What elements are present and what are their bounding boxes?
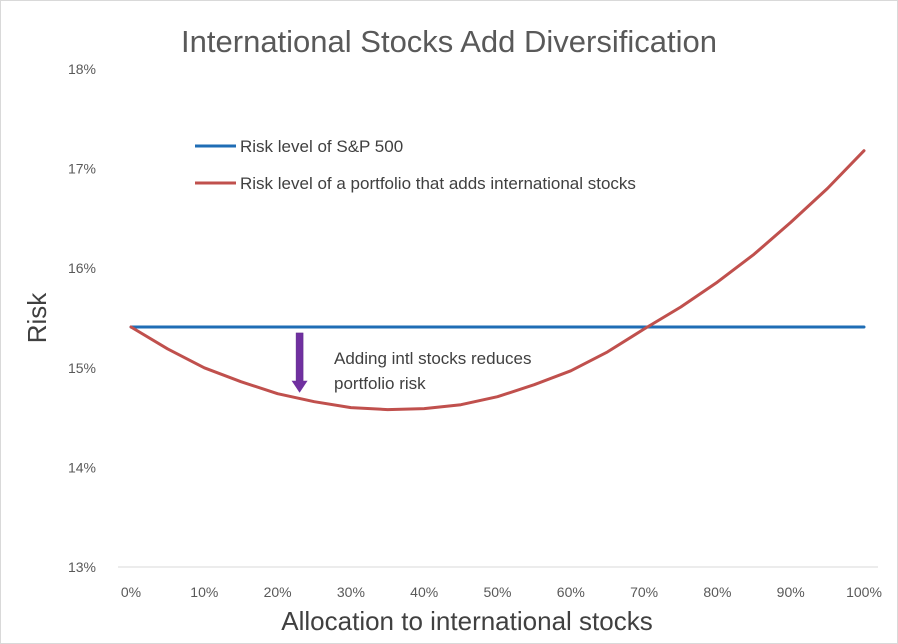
x-tick-label: 80% xyxy=(703,584,731,600)
series-line-2 xyxy=(129,149,866,412)
y-axis-title: Risk xyxy=(22,292,52,344)
chart-title: International Stocks Add Diversification xyxy=(181,24,717,59)
annotation-arrow-shaft xyxy=(295,332,304,381)
x-tick-label: 10% xyxy=(190,584,218,600)
x-tick-label: 60% xyxy=(557,584,585,600)
x-tick-label: 0% xyxy=(121,584,141,600)
x-tick-label: 70% xyxy=(630,584,658,600)
plot-area: 13% 14% 15% 16% 17% 18% 0% 10% 20% 30% 40% 50% 60% 70… xyxy=(68,61,882,600)
x-tick-label: 50% xyxy=(483,584,511,600)
legend-label-1: Risk level of S&P 500 xyxy=(240,137,403,156)
y-tick-label: 13% xyxy=(68,559,96,575)
annotation-arrow-head xyxy=(291,380,308,393)
annotation-text-line-1: Adding intl stocks reduces xyxy=(334,349,532,368)
x-tick-label: 90% xyxy=(777,584,805,600)
x-tick-label: 20% xyxy=(264,584,292,600)
y-tick-label: 18% xyxy=(68,61,96,77)
annotation-text-line-2: portfolio risk xyxy=(334,374,426,393)
x-tick-label: 30% xyxy=(337,584,365,600)
y-tick-label: 17% xyxy=(68,161,96,177)
y-tick-label: 16% xyxy=(68,260,96,276)
y-tick-label: 15% xyxy=(68,360,96,376)
y-tick-label: 14% xyxy=(68,459,96,475)
legend-label-2: Risk level of a portfolio that adds inte… xyxy=(240,174,636,193)
x-tick-label: 40% xyxy=(410,584,438,600)
x-tick-label: 100% xyxy=(846,584,882,600)
x-axis-title: Allocation to international stocks xyxy=(281,606,652,636)
